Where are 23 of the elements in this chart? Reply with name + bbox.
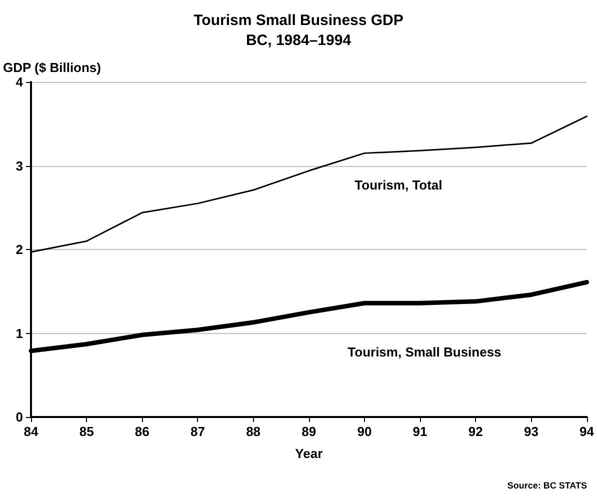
x-tick-label: 94 [580, 424, 595, 439]
y-tick-label: 2 [16, 242, 23, 257]
x-tick-label: 87 [190, 424, 205, 439]
x-tick-label: 84 [24, 424, 39, 439]
x-tick-label: 92 [468, 424, 483, 439]
series-label: Tourism, Total [354, 178, 442, 193]
x-axis-title: Year [295, 446, 323, 461]
source-note: Source: BC STATS [507, 480, 588, 490]
x-tick-label: 85 [79, 424, 94, 439]
x-tick-label: 93 [524, 424, 538, 439]
y-tick-label: 4 [16, 74, 24, 90]
y-tick-label: 1 [16, 326, 23, 341]
x-tick-label: 90 [357, 424, 372, 439]
x-tick-label: 86 [134, 424, 150, 439]
chart-subtitle: BC, 1984–1994 [246, 32, 352, 49]
x-tick-label: 91 [412, 424, 428, 439]
y-tick-label: 0 [16, 410, 23, 424]
y-axis-title: GDP ($ Billions) [3, 60, 101, 75]
chart-title: Tourism Small Business GDP [194, 12, 404, 29]
text: Tourism, Small Business [348, 344, 502, 360]
y-tick-label: 3 [16, 158, 23, 174]
x-tick-label: 88 [246, 424, 261, 439]
x-tick-label: 89 [302, 424, 316, 439]
